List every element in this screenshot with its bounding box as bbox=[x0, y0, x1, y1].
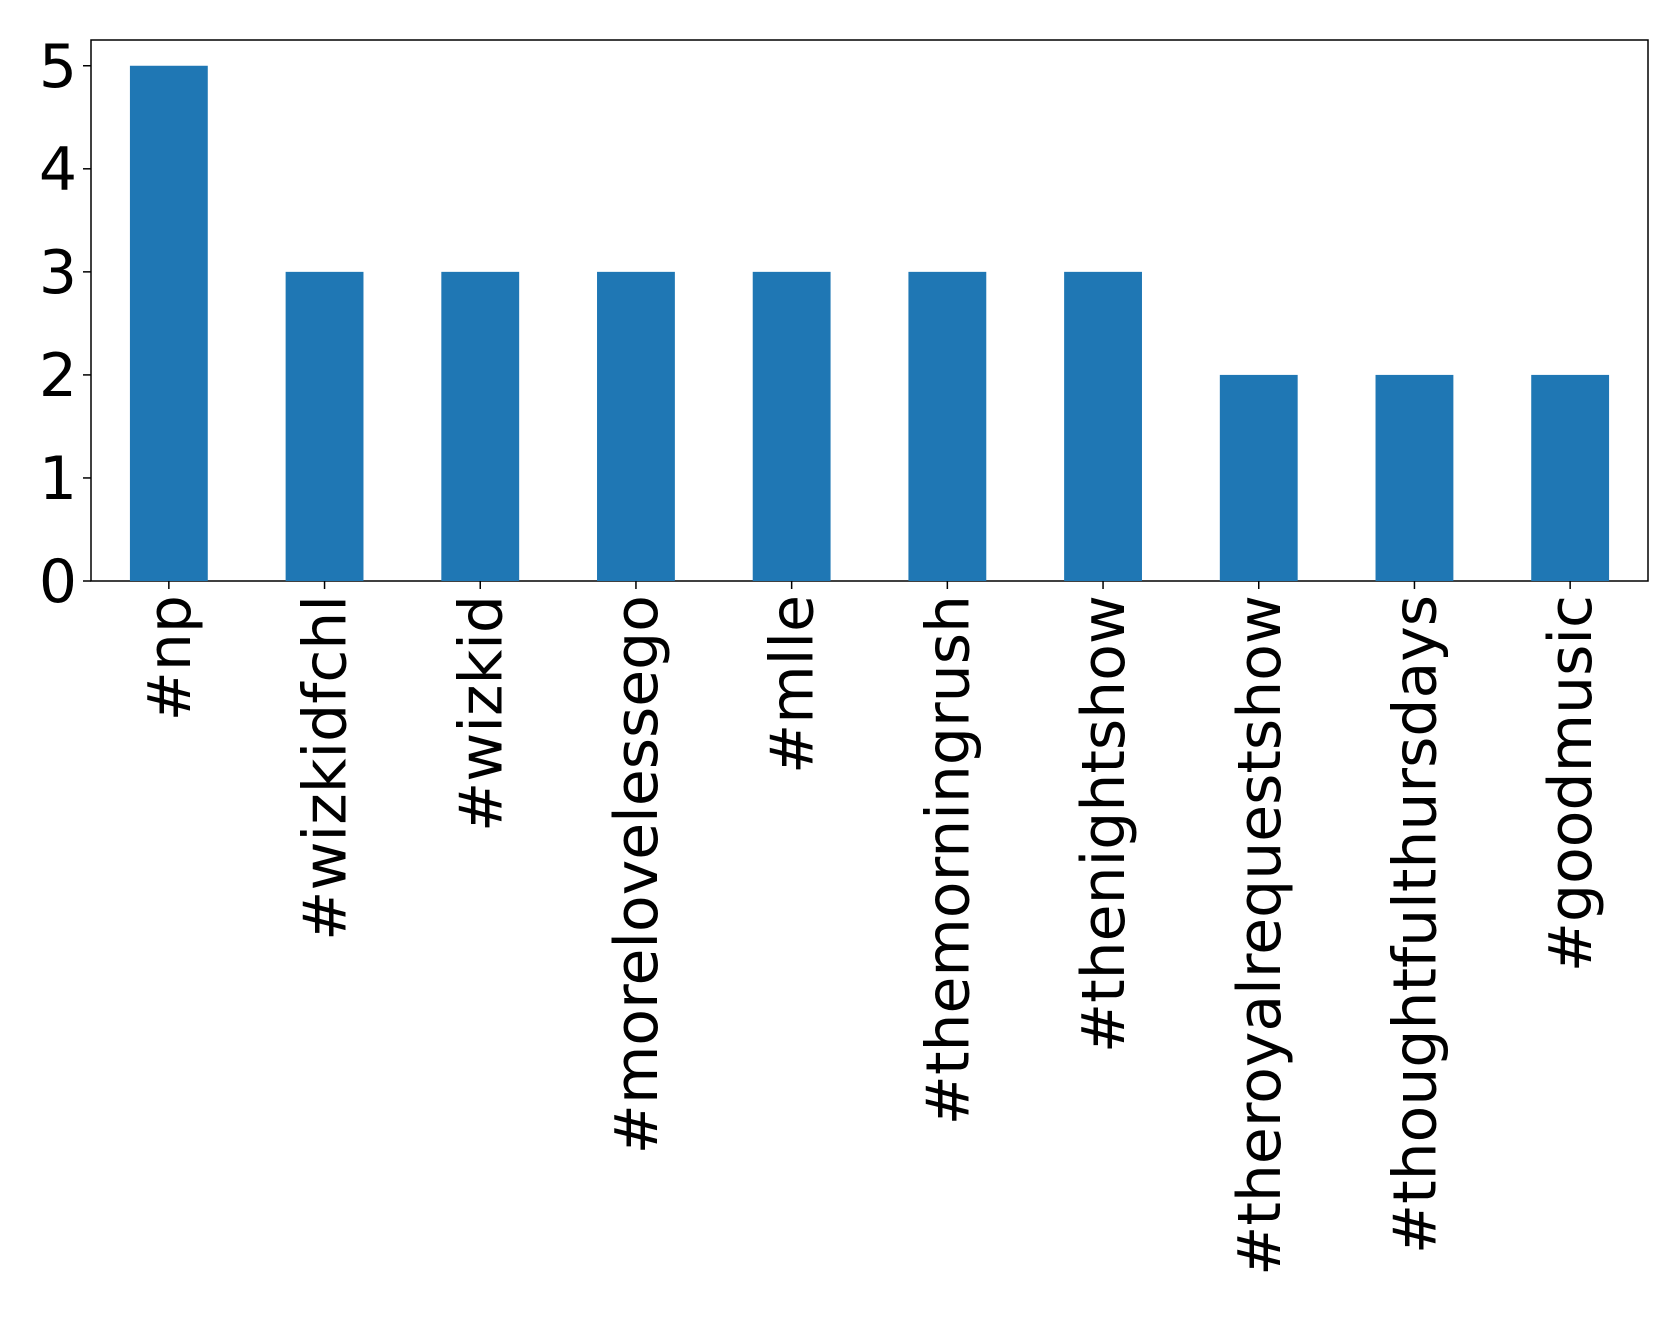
bar bbox=[129, 65, 208, 581]
bar bbox=[1531, 374, 1610, 581]
x-tick-label: #wizkidfchl bbox=[291, 595, 361, 941]
x-tick-label: #thoughtfulthursdays bbox=[1380, 595, 1450, 1254]
plot-frame bbox=[90, 39, 1649, 582]
x-tick-label: #morelovelessego bbox=[602, 595, 672, 1154]
y-tick-label: 2 bbox=[39, 341, 77, 411]
x-tick-label: #themorningrush bbox=[913, 595, 983, 1125]
bar bbox=[285, 271, 364, 581]
x-tick-label: #goodmusic bbox=[1536, 595, 1606, 972]
y-tick-label: 4 bbox=[39, 135, 77, 205]
x-tick-label: #mlle bbox=[758, 595, 828, 774]
x-tick-label: #theroyalrequestshow bbox=[1225, 595, 1295, 1276]
x-tick-label: #wizkid bbox=[446, 595, 516, 832]
bar bbox=[597, 271, 675, 581]
x-tick-label: #thenightshow bbox=[1069, 595, 1139, 1053]
y-tick-label: 0 bbox=[39, 547, 77, 617]
y-tick-label: 5 bbox=[39, 32, 77, 102]
bar bbox=[1375, 374, 1454, 581]
y-tick-label: 3 bbox=[39, 238, 77, 308]
bar bbox=[1219, 374, 1298, 581]
bar bbox=[908, 271, 987, 581]
x-tick-label: #np bbox=[135, 595, 205, 721]
y-tick-label: 1 bbox=[39, 444, 77, 514]
bar bbox=[1064, 271, 1142, 581]
bar bbox=[752, 271, 831, 581]
bar bbox=[441, 271, 520, 581]
